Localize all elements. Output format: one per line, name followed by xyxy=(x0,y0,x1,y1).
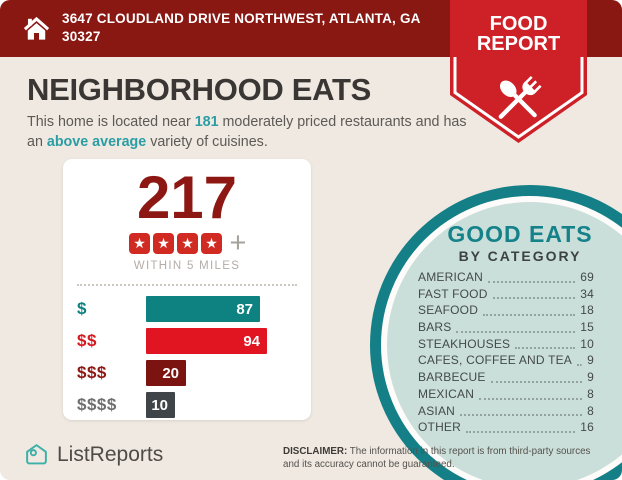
category-value: 8 xyxy=(587,386,594,401)
price-bar-row: $$$ 20 xyxy=(77,360,311,386)
dotted-leader xyxy=(487,280,576,283)
category-row: BARS 15 xyxy=(418,320,594,337)
price-tier-label: $$$ xyxy=(77,363,107,382)
summary-card: 217 ★ ★ ★ ★ + WITHIN 5 MILES $ 87 $$ 94 $$$… xyxy=(63,159,311,420)
dotted-leader xyxy=(466,430,576,433)
category-row: BARBECUE 9 xyxy=(418,370,594,387)
property-address: 3647 CLOUDLAND DRIVE NORTHWEST, ATLANTA,… xyxy=(62,11,421,44)
category-row: CAFES, COFFEE AND TEA 9 xyxy=(418,353,594,370)
category-label: FAST FOOD xyxy=(418,286,488,301)
price-bar-row: $ 87 xyxy=(77,296,311,322)
star-icon: ★ xyxy=(201,232,223,254)
price-bar: 94 xyxy=(146,328,267,354)
category-row: OTHER 16 xyxy=(418,420,594,437)
category-row: FAST FOOD 34 xyxy=(418,287,594,304)
category-value: 15 xyxy=(580,320,594,335)
food-report-badge: FOOD REPORT xyxy=(450,0,587,143)
category-label: MEXICAN xyxy=(418,386,475,401)
category-value: 10 xyxy=(580,336,594,351)
category-label: STEAKHOUSES xyxy=(418,336,511,351)
listreports-logo: ListReports xyxy=(24,442,163,467)
price-tier-label: $$$$ xyxy=(77,395,117,414)
category-value: 9 xyxy=(587,370,594,385)
disclaimer-label: DISCLAIMER: xyxy=(283,446,348,457)
subtitle-text: moderately priced restaurants and has an xyxy=(27,114,467,151)
restaurant-count: 181 xyxy=(194,114,219,130)
category-label: AMERICAN xyxy=(418,270,483,284)
subtitle-text: This home is located near xyxy=(27,114,195,130)
category-label: BARBECUE xyxy=(418,370,486,385)
home-icon xyxy=(23,16,50,40)
brand-name: ListReports xyxy=(57,442,164,466)
category-value: 18 xyxy=(580,303,594,318)
circle-inner-fill xyxy=(387,202,622,480)
dotted-leader xyxy=(460,414,583,417)
category-list: AMERICAN 69 FAST FOOD 34 SEAFOOD 18 BARS 15 … xyxy=(418,270,594,437)
dotted-leader xyxy=(577,364,583,367)
category-label: CAFES, COFFEE AND TEA xyxy=(418,353,573,368)
category-row: MEXICAN 8 xyxy=(418,387,594,404)
disclaimer: DISCLAIMER: The information in this repo… xyxy=(283,445,605,471)
subtitle-text: variety of cuisines. xyxy=(146,134,268,151)
good-eats-subtitle: BY CATEGORY xyxy=(458,248,582,264)
category-label: OTHER xyxy=(418,420,461,435)
dotted-divider xyxy=(77,284,297,286)
price-tier-label: $ xyxy=(77,299,87,318)
category-label: SEAFOOD xyxy=(418,303,479,318)
dotted-leader xyxy=(456,330,576,333)
star-icon: ★ xyxy=(129,232,151,254)
dotted-leader xyxy=(515,347,576,350)
dotted-leader xyxy=(479,397,583,400)
badge-line2: REPORT xyxy=(477,33,560,55)
bar-value: 87 xyxy=(236,300,253,318)
total-restaurants: 217 xyxy=(136,164,238,231)
category-row: STEAKHOUSES 10 xyxy=(418,337,594,354)
page-title: NEIGHBORHOOD EATS xyxy=(27,72,371,107)
price-tier-label: $$ xyxy=(77,331,97,350)
category-row: AMERICAN 69 xyxy=(418,270,594,287)
page-subtitle: This home is located near 181 moderately… xyxy=(27,112,469,153)
price-bar: 87 xyxy=(146,296,260,322)
category-label: BARS xyxy=(418,320,452,335)
bar-value: 10 xyxy=(151,396,168,414)
category-value: 8 xyxy=(587,403,594,418)
category-label: ASIAN xyxy=(418,403,456,418)
star-icon: ★ xyxy=(153,232,175,254)
radius-label: WITHIN 5 MILES xyxy=(133,260,241,272)
listreports-icon xyxy=(26,444,47,465)
rating-stars: ★ ★ ★ ★ xyxy=(128,232,224,254)
price-bar-row: $$$$ 10 xyxy=(77,392,311,418)
good-eats-circle: GOOD EATS BY CATEGORY AMERICAN 69 FAST FO… xyxy=(370,185,622,480)
fork-spoon-icon xyxy=(498,75,542,119)
category-value: 9 xyxy=(587,353,594,368)
plus-sign: + xyxy=(229,227,247,259)
category-row: SEAFOOD 18 xyxy=(418,303,594,320)
price-bar: 20 xyxy=(146,360,186,386)
bar-value: 94 xyxy=(243,332,260,350)
category-value: 69 xyxy=(580,270,594,284)
good-eats-title: GOOD EATS xyxy=(447,221,593,247)
badge-line1: FOOD xyxy=(490,13,548,35)
dotted-leader xyxy=(483,314,576,317)
category-value: 16 xyxy=(580,420,594,435)
variety-rating: above average xyxy=(46,134,147,151)
price-bar-chart: $ 87 $$ 94 $$$ 20 $$$$ 10 xyxy=(63,296,311,418)
dotted-leader xyxy=(492,297,576,300)
rating-row: ★ ★ ★ ★ + xyxy=(63,227,311,259)
price-bar-row: $$ 94 xyxy=(77,328,311,354)
star-icon: ★ xyxy=(177,232,199,254)
price-bar: 10 xyxy=(146,392,175,418)
dotted-leader xyxy=(490,380,583,383)
category-value: 34 xyxy=(580,286,594,301)
category-row: ASIAN 8 xyxy=(418,404,594,421)
bar-value: 20 xyxy=(162,364,179,382)
disclaimer-text: The information in this report is from t… xyxy=(283,446,591,471)
